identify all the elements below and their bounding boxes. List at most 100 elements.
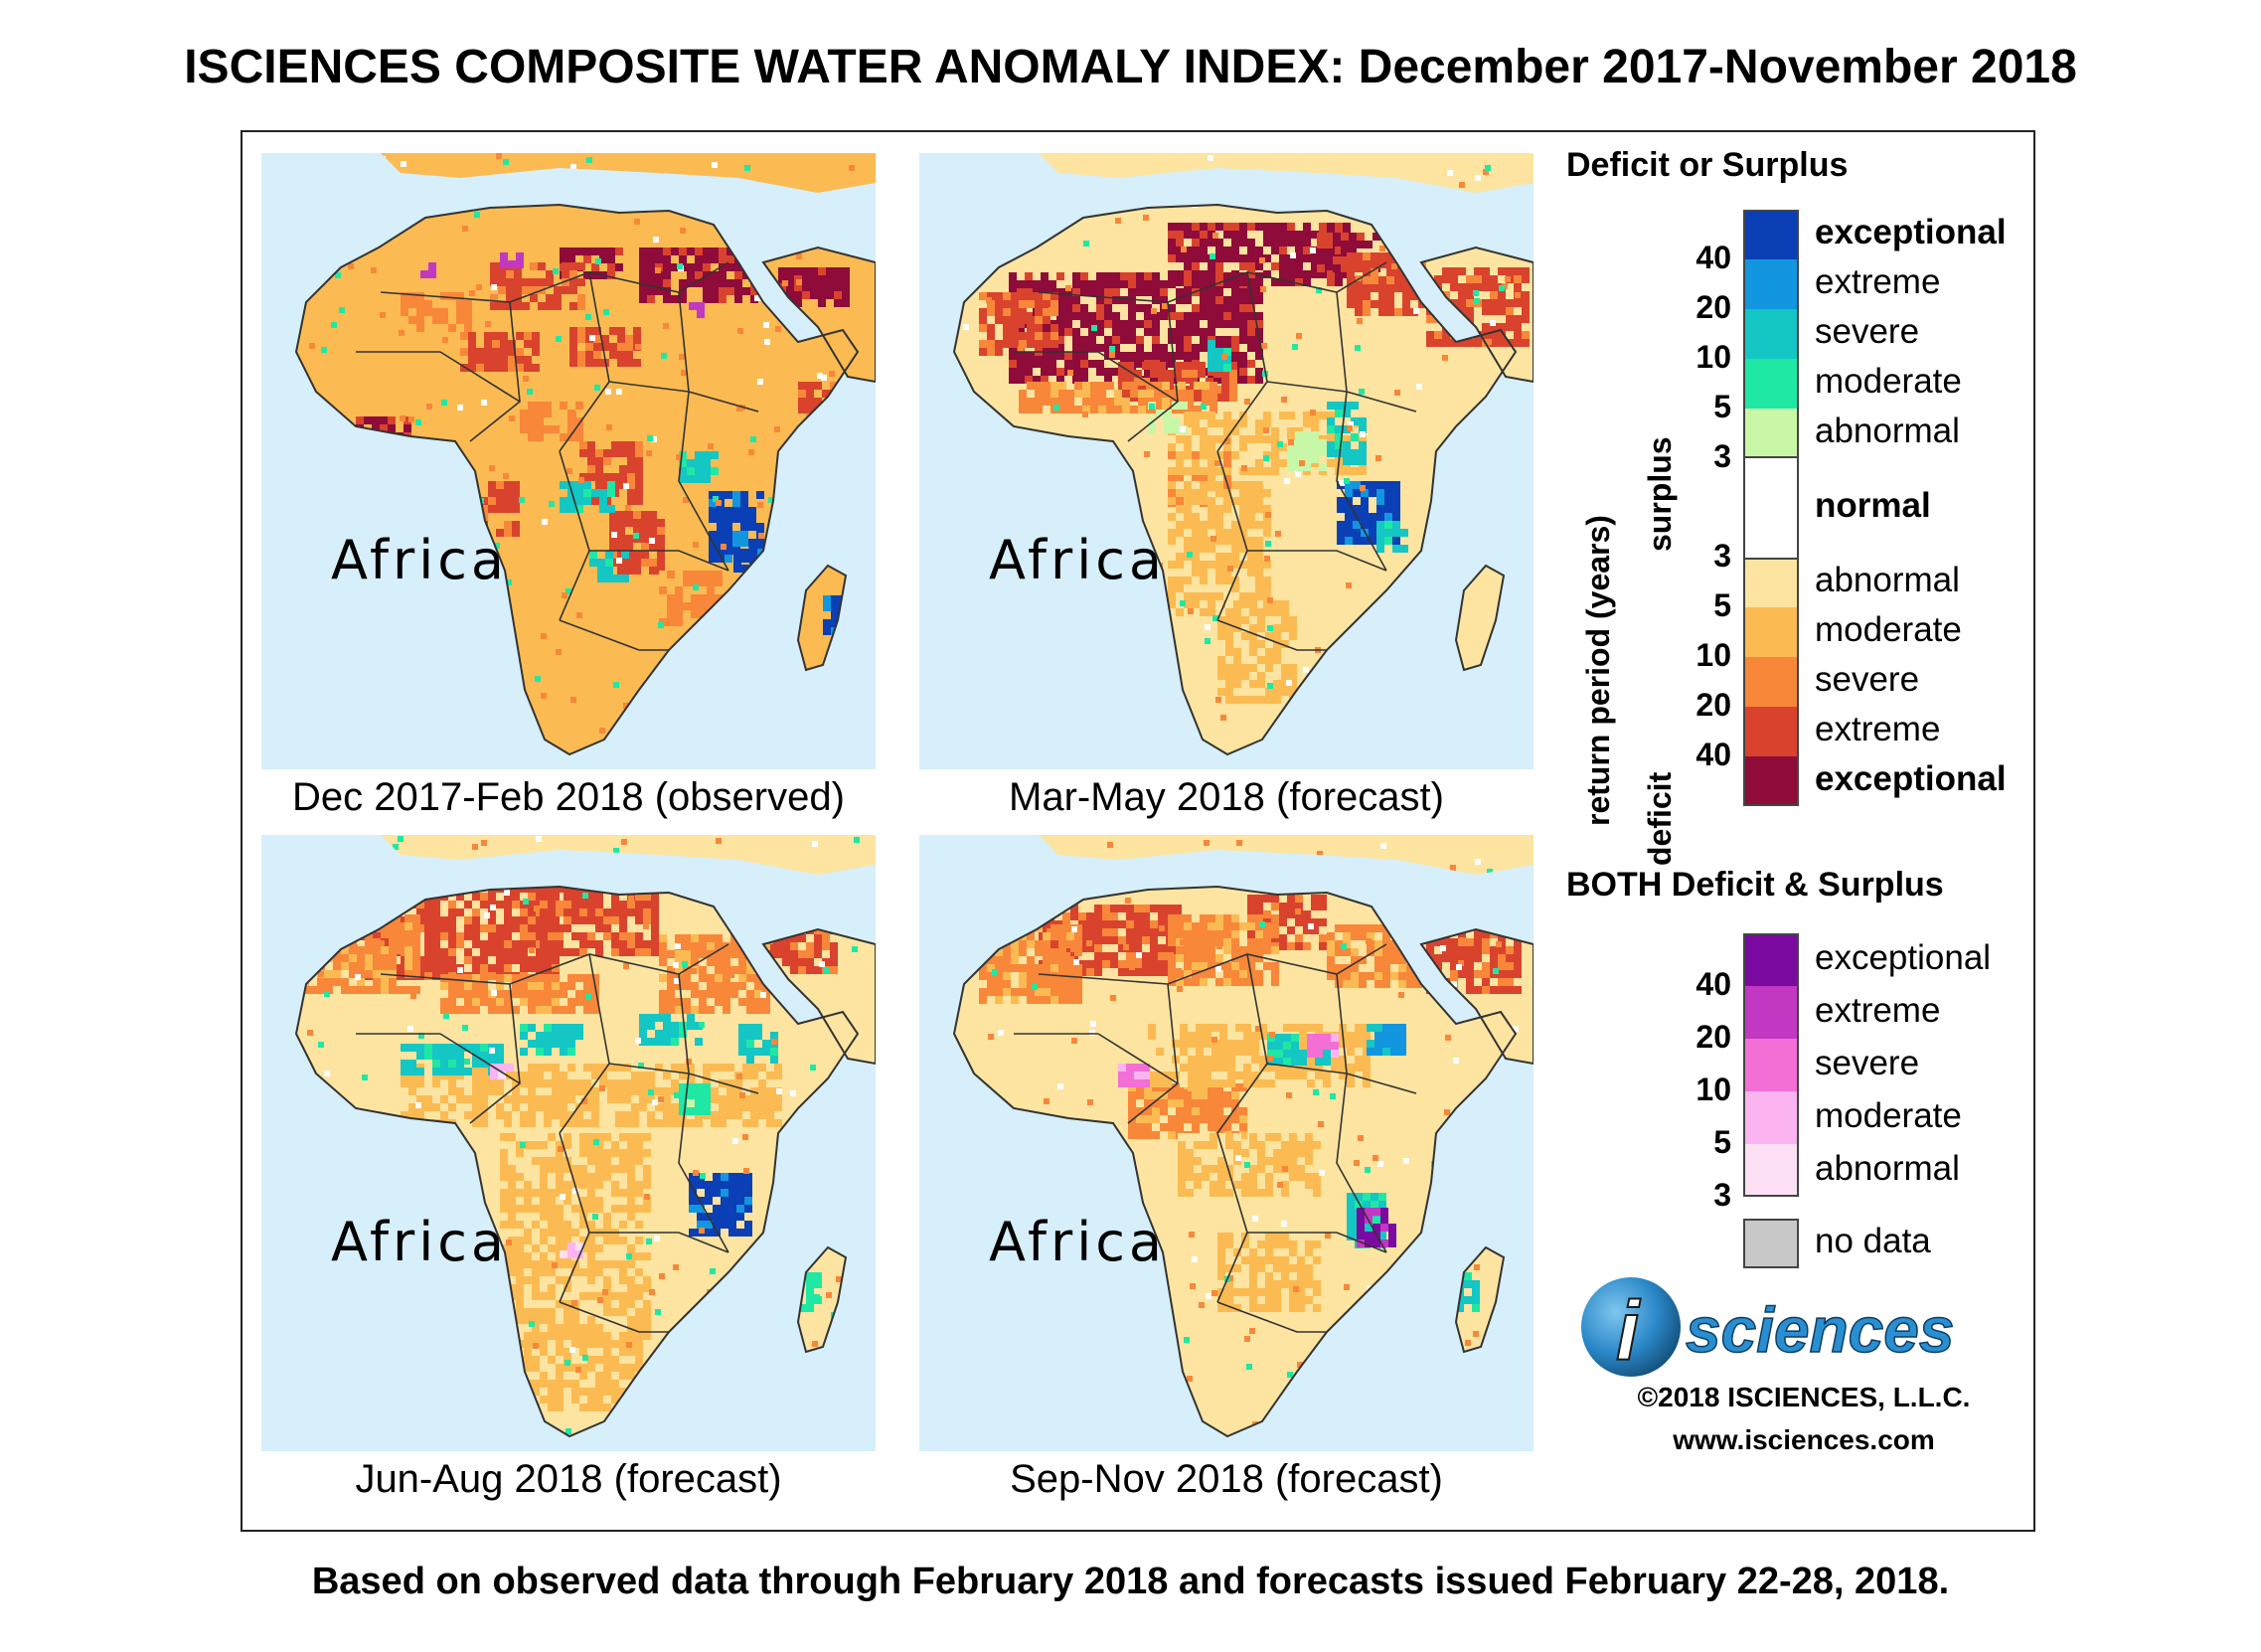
anomaly-cell — [1225, 600, 1233, 608]
anomaly-cell — [1158, 362, 1166, 370]
anomaly-cell — [673, 1264, 679, 1270]
anomaly-cell — [1200, 247, 1208, 254]
anomaly-cell — [627, 1157, 635, 1165]
anomaly-cell — [472, 1079, 480, 1087]
anomaly-cell — [560, 990, 567, 998]
anomaly-cell — [746, 1024, 754, 1032]
anomaly-cell — [540, 1213, 548, 1221]
anomaly-cell — [1247, 545, 1255, 553]
anomaly-cell — [528, 901, 536, 909]
anomaly-cell — [424, 940, 432, 948]
anomaly-cell — [1094, 928, 1102, 936]
anomaly-cell — [740, 523, 748, 531]
anomaly-cell — [1011, 324, 1019, 332]
anomaly-cell — [1249, 656, 1257, 664]
anomaly-cell — [530, 286, 538, 294]
anomaly-cell — [1343, 435, 1351, 443]
anomaly-cell — [488, 481, 496, 489]
anomaly-cell — [1263, 412, 1271, 419]
anomaly-cell — [1265, 664, 1273, 672]
anomaly-cell — [814, 1280, 822, 1288]
anomaly-cell — [1466, 275, 1474, 283]
anomaly-cell — [719, 1095, 727, 1103]
anomaly-cell — [1255, 467, 1263, 475]
anomaly-cell — [1456, 431, 1462, 437]
anomaly-cell — [1149, 404, 1155, 410]
anomaly-cell — [599, 255, 607, 263]
anomaly-cell — [1295, 239, 1303, 247]
anomaly-cell — [1109, 352, 1115, 358]
anomaly-cell — [1281, 664, 1289, 672]
anomaly-cell — [595, 893, 603, 901]
anomaly-cell — [1341, 256, 1349, 264]
anomaly-cell — [611, 1252, 619, 1260]
anomaly-cell — [643, 1300, 651, 1308]
anomaly-cell — [826, 275, 834, 283]
anomaly-cell — [324, 991, 330, 997]
anomaly-cell — [472, 1006, 480, 1014]
anomaly-cell — [1168, 529, 1176, 537]
anomaly-cell — [1279, 262, 1287, 270]
anomaly-cell — [503, 159, 509, 165]
anomaly-cell — [1102, 928, 1110, 936]
anomaly-cell — [806, 1280, 814, 1288]
anomaly-cell — [635, 497, 643, 505]
anomaly-cell — [1255, 561, 1263, 569]
anomaly-cell — [1303, 239, 1311, 247]
anomaly-cell — [603, 1388, 611, 1396]
anomaly-cell — [1168, 577, 1176, 584]
anomaly-cell — [842, 283, 850, 291]
anomaly-cell — [397, 986, 404, 994]
anomaly-cell — [721, 1213, 728, 1221]
anomaly-cell — [389, 970, 397, 978]
anomaly-cell — [1363, 276, 1371, 284]
anomaly-cell — [1215, 537, 1223, 545]
anomaly-cell — [1361, 513, 1369, 521]
anomaly-cell — [456, 940, 464, 948]
anomaly-cell — [822, 942, 830, 950]
anomaly-cell — [1050, 324, 1058, 332]
anomaly-cell — [472, 844, 478, 850]
anomaly-cell — [1208, 467, 1215, 475]
anomaly-cell — [1490, 291, 1498, 299]
anomaly-cell — [1375, 455, 1381, 461]
anomaly-cell — [1112, 368, 1120, 376]
anomaly-cell — [381, 914, 389, 922]
anomaly-cell — [540, 1141, 548, 1149]
anomaly-cell — [1208, 513, 1215, 521]
anomaly-cell — [633, 567, 641, 575]
anomaly-cell — [814, 910, 822, 918]
anomaly-cell — [480, 990, 488, 998]
anomaly-cell — [1088, 336, 1096, 344]
anomaly-cell — [1047, 436, 1052, 442]
anomaly-cell — [571, 1308, 579, 1316]
anomaly-cell — [536, 410, 544, 417]
anomaly-cell — [1215, 376, 1223, 384]
anomaly-cell — [1327, 417, 1335, 425]
anomaly-cell — [1410, 268, 1418, 276]
anomaly-cell — [484, 332, 492, 340]
anomaly-cell — [591, 1072, 599, 1079]
anomaly-cell — [699, 571, 707, 578]
anomaly-cell — [639, 295, 647, 303]
anomaly-cell — [617, 535, 625, 543]
anomaly-cell — [1522, 315, 1530, 323]
anomaly-cell — [522, 278, 530, 286]
anomaly-cell — [480, 1044, 488, 1052]
anomaly-cell — [432, 1079, 440, 1087]
anomaly-cell — [979, 316, 987, 324]
anomaly-cell — [1058, 382, 1066, 390]
anomaly-cell — [412, 962, 420, 970]
anomaly-cell — [1184, 328, 1192, 336]
anomaly-cell — [1176, 459, 1184, 467]
anomaly-cell — [1351, 417, 1359, 425]
anomaly-cell — [786, 291, 794, 299]
anomaly-cell — [1142, 952, 1150, 960]
anomaly-cell — [1215, 592, 1223, 600]
anomaly-cell — [524, 356, 532, 364]
anomaly-cell — [1072, 344, 1080, 352]
anomaly-cell — [1200, 304, 1208, 312]
anomaly-cell — [532, 1316, 540, 1324]
anomaly-cell — [1239, 296, 1247, 304]
anomaly-cell — [1231, 513, 1239, 521]
